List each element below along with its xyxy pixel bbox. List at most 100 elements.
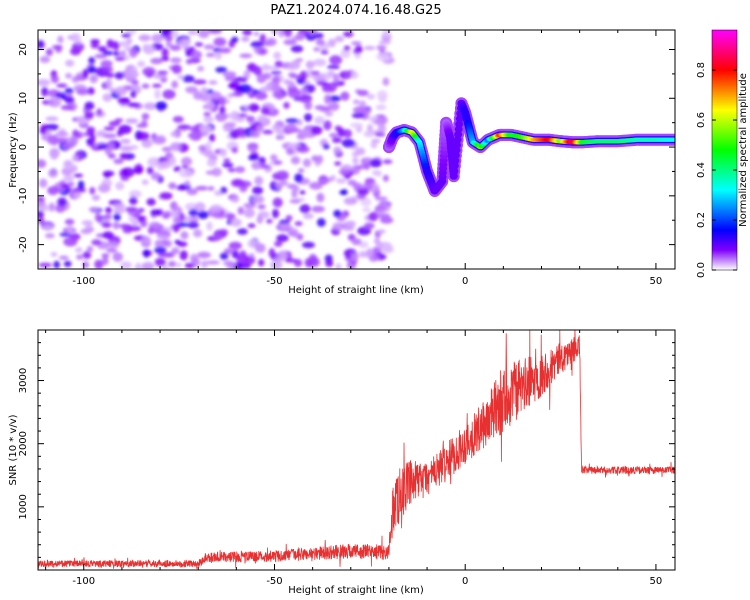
noise-blob xyxy=(243,70,251,80)
noise-blob xyxy=(57,197,68,207)
noise-blob xyxy=(86,126,96,135)
noise-blob xyxy=(84,112,94,120)
noise-blob xyxy=(273,51,282,60)
noise-blob xyxy=(38,216,45,224)
noise-blob xyxy=(294,173,304,183)
noise-blob xyxy=(264,168,272,173)
noise-blob xyxy=(319,107,331,112)
noise-blob xyxy=(114,56,125,62)
noise-blob xyxy=(132,83,140,90)
snr-panel: -100 -50 0 50 1000 2000 3000 Height of straigh… xyxy=(8,329,676,596)
noise-blob xyxy=(113,50,120,57)
noise-blob xyxy=(258,156,266,165)
noise-blob xyxy=(311,205,325,213)
noise-blob xyxy=(333,209,342,218)
noise-blob xyxy=(162,89,176,100)
noise-blob xyxy=(214,51,222,60)
noise-blob xyxy=(309,181,323,190)
noise-blob xyxy=(162,211,173,217)
signal-core xyxy=(453,136,462,144)
noise-blob xyxy=(219,252,229,260)
noise-blob xyxy=(248,253,255,258)
noise-blob xyxy=(179,250,188,261)
noise-blob xyxy=(295,32,305,41)
noise-blob xyxy=(350,122,363,128)
noise-blob xyxy=(56,83,68,88)
noise-blob xyxy=(219,106,226,114)
noise-blob xyxy=(140,119,148,128)
noise-blob xyxy=(206,158,217,167)
noise-blob xyxy=(136,131,150,141)
noise-blob xyxy=(146,166,154,175)
noise-blob xyxy=(316,155,324,164)
noise-blob xyxy=(124,70,139,79)
noise-blob xyxy=(152,136,167,145)
noise-blob xyxy=(185,86,198,94)
noise-blob xyxy=(377,213,391,219)
noise-blob xyxy=(194,202,206,212)
figure-title: PAZ1.2024.074.16.48.G25 xyxy=(270,3,441,18)
noise-blob xyxy=(249,130,261,138)
noise-blob xyxy=(375,171,382,177)
noise-blob xyxy=(88,56,96,65)
noise-blob xyxy=(140,220,148,228)
noise-blob xyxy=(94,213,102,222)
noise-blob xyxy=(47,135,59,145)
noise-blob xyxy=(84,101,95,111)
signal-core xyxy=(450,167,459,175)
noise-blob xyxy=(230,196,240,203)
noise-blob xyxy=(239,250,247,259)
spectrogram-heatmap xyxy=(38,30,675,269)
noise-blob xyxy=(212,212,226,219)
noise-blob xyxy=(184,180,191,187)
noise-blob xyxy=(48,202,55,212)
noise-blob xyxy=(199,125,212,132)
noise-blob xyxy=(122,167,135,178)
noise-blob xyxy=(172,64,182,74)
noise-blob xyxy=(154,257,166,267)
noise-blob xyxy=(170,57,182,64)
noise-blob xyxy=(103,66,114,72)
noise-blob xyxy=(185,50,193,57)
noise-blob xyxy=(342,31,354,38)
noise-blob xyxy=(197,65,205,72)
noise-blob xyxy=(247,144,259,153)
noise-blob xyxy=(228,82,241,88)
noise-blob xyxy=(200,93,211,102)
noise-blob xyxy=(137,208,145,213)
y-tick-label: 10 xyxy=(18,92,29,105)
noise-blob xyxy=(376,90,388,100)
noise-blob xyxy=(328,102,340,111)
noise-blob xyxy=(329,132,339,138)
noise-blob xyxy=(285,215,293,221)
noise-blob xyxy=(184,262,195,269)
colorbar-ticks: 0.0 0.2 0.4 0.6 0.8 xyxy=(696,62,737,278)
noise-blob xyxy=(197,251,211,259)
noise-blob xyxy=(219,229,229,237)
noise-blob xyxy=(273,160,283,165)
noise-blob xyxy=(125,118,139,124)
noise-blob xyxy=(360,110,370,120)
snr-series-line xyxy=(38,330,675,569)
noise-blob xyxy=(177,124,191,130)
noise-blob xyxy=(256,124,264,132)
noise-blob xyxy=(171,30,179,39)
noise-blob xyxy=(39,55,51,64)
noise-blob xyxy=(382,174,389,182)
noise-blob xyxy=(59,137,70,142)
noise-blob xyxy=(314,116,325,125)
x-tick-label: 50 xyxy=(650,276,663,287)
noise-blob xyxy=(333,146,342,155)
noise-blob xyxy=(90,42,100,49)
snr-ylabel: SNR (10 * v/v) xyxy=(8,414,19,485)
noise-blob xyxy=(316,192,325,203)
noise-blob xyxy=(329,175,336,181)
noise-blob xyxy=(225,213,236,221)
noise-blob xyxy=(157,70,169,75)
noise-blob xyxy=(356,164,366,170)
noise-blob xyxy=(102,170,115,177)
noise-blob xyxy=(313,47,321,52)
noise-blob xyxy=(94,53,107,59)
noise-blob xyxy=(363,222,375,230)
noise-blob xyxy=(219,148,227,158)
